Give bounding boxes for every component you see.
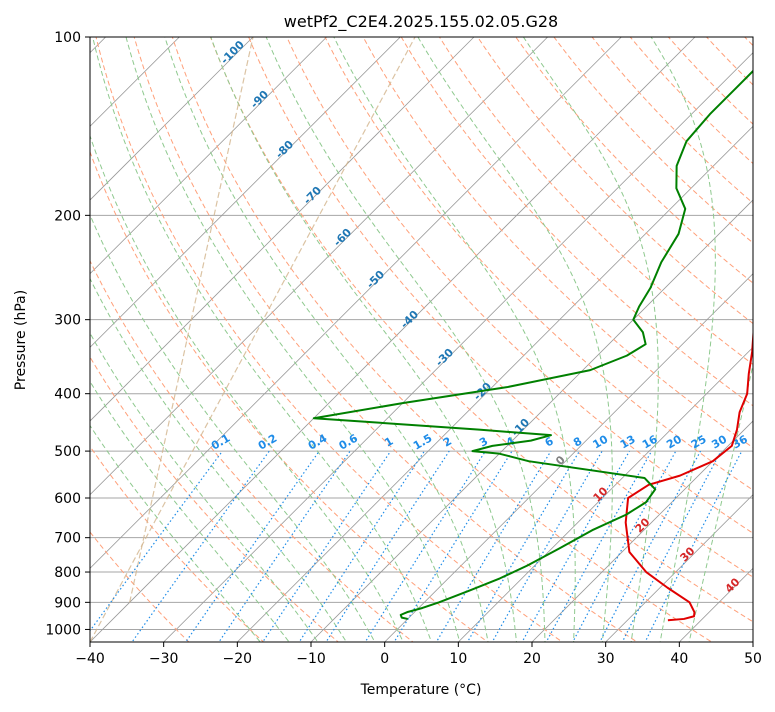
y-tick-label: 400 [54,387,81,403]
y-tick-label: 600 [54,491,81,507]
x-tick-label: 0 [380,651,389,667]
x-tick-label: 20 [523,651,541,667]
chart-title: wetPf2_C2E4.2025.155.02.05.G28 [284,12,558,32]
x-tick-label: 10 [449,651,467,667]
y-tick-label: 200 [54,208,81,224]
x-tick-label: −10 [296,651,326,667]
x-tick-label: 40 [670,651,688,667]
y-tick-label: 300 [54,313,81,329]
x-tick-label: −30 [149,651,179,667]
x-tick-label: −40 [75,651,105,667]
x-tick-label: 30 [597,651,615,667]
y-tick-label: 700 [54,531,81,547]
y-tick-label: 1000 [45,622,81,638]
x-tick-label: −20 [223,651,253,667]
y-tick-label: 800 [54,565,81,581]
y-tick-label: 100 [54,30,81,46]
x-tick-label: 50 [744,651,762,667]
y-tick-label: 500 [54,444,81,460]
y-axis-label: Pressure (hPa) [13,290,29,390]
y-tick-label: 900 [54,595,81,611]
x-axis-label: Temperature (°C) [360,682,482,698]
